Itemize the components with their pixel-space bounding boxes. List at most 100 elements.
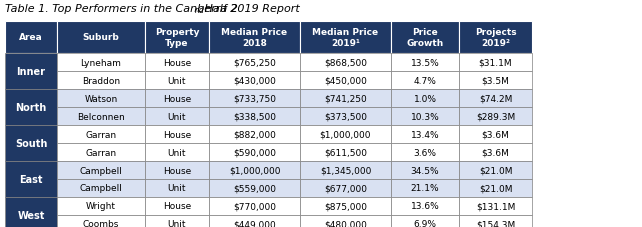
Text: $882,000: $882,000: [233, 130, 276, 139]
Text: $677,000: $677,000: [324, 184, 367, 193]
Bar: [391, 54, 459, 72]
Text: Projects
2019²: Projects 2019²: [474, 28, 516, 47]
Text: $21.0M: $21.0M: [479, 184, 512, 193]
Text: Unit: Unit: [168, 184, 186, 193]
Bar: [391, 143, 459, 161]
Text: Watson: Watson: [84, 94, 117, 103]
Bar: [391, 197, 459, 215]
Bar: [209, 72, 300, 90]
Bar: [391, 22, 459, 54]
Text: 1.0%: 1.0%: [413, 94, 437, 103]
Text: $770,000: $770,000: [233, 202, 276, 211]
Text: $430,000: $430,000: [233, 76, 276, 85]
Text: 6.9%: 6.9%: [413, 220, 437, 227]
Text: $154.3M: $154.3M: [476, 220, 515, 227]
Bar: [5, 126, 57, 161]
Text: East: East: [19, 174, 43, 184]
Bar: [209, 179, 300, 197]
Bar: [209, 22, 300, 54]
Bar: [459, 108, 532, 126]
Bar: [57, 108, 145, 126]
Text: 10.3%: 10.3%: [411, 112, 439, 121]
Bar: [300, 72, 391, 90]
Bar: [300, 215, 391, 227]
Bar: [145, 197, 209, 215]
Text: $31.1M: $31.1M: [479, 58, 512, 67]
Text: $875,000: $875,000: [324, 202, 367, 211]
Text: $611,500: $611,500: [324, 148, 367, 157]
Bar: [300, 126, 391, 143]
Bar: [391, 108, 459, 126]
Bar: [209, 215, 300, 227]
Bar: [459, 161, 532, 179]
Text: North: North: [15, 103, 47, 113]
Text: $3.5M: $3.5M: [482, 76, 510, 85]
Bar: [209, 126, 300, 143]
Text: $3.6M: $3.6M: [482, 130, 510, 139]
Text: Lyneham: Lyneham: [80, 58, 121, 67]
Text: $480,000: $480,000: [324, 220, 367, 227]
Text: Unit: Unit: [168, 220, 186, 227]
Text: Coombs: Coombs: [83, 220, 119, 227]
Bar: [459, 72, 532, 90]
Bar: [57, 126, 145, 143]
Bar: [145, 126, 209, 143]
Text: Price
Growth: Price Growth: [406, 28, 444, 47]
Text: Property
Type: Property Type: [155, 28, 199, 47]
Text: Campbell: Campbell: [80, 166, 123, 175]
Bar: [145, 161, 209, 179]
Bar: [5, 197, 57, 227]
Text: Median Price
2019¹: Median Price 2019¹: [313, 28, 379, 47]
Text: 4.7%: 4.7%: [413, 76, 437, 85]
Bar: [145, 215, 209, 227]
Bar: [209, 108, 300, 126]
Text: Unit: Unit: [168, 76, 186, 85]
Bar: [300, 108, 391, 126]
Bar: [459, 215, 532, 227]
Text: West: West: [17, 210, 45, 220]
Bar: [459, 143, 532, 161]
Text: nd: nd: [195, 6, 204, 15]
Text: Wright: Wright: [86, 202, 116, 211]
Text: $21.0M: $21.0M: [479, 166, 512, 175]
Text: $765,250: $765,250: [233, 58, 276, 67]
Bar: [391, 179, 459, 197]
Text: $868,500: $868,500: [324, 58, 367, 67]
Text: $1,345,000: $1,345,000: [320, 166, 371, 175]
Text: 13.5%: 13.5%: [411, 58, 439, 67]
Text: House: House: [163, 166, 191, 175]
Text: $449,000: $449,000: [233, 220, 276, 227]
Bar: [391, 126, 459, 143]
Text: 3.6%: 3.6%: [413, 148, 437, 157]
Bar: [5, 54, 57, 90]
Text: Suburb: Suburb: [83, 33, 119, 42]
Text: House: House: [163, 94, 191, 103]
Text: 13.4%: 13.4%: [411, 130, 439, 139]
Text: Half 2019 Report: Half 2019 Report: [201, 4, 300, 14]
Bar: [145, 179, 209, 197]
Bar: [57, 197, 145, 215]
Text: House: House: [163, 202, 191, 211]
Text: Campbell: Campbell: [80, 184, 123, 193]
Bar: [57, 143, 145, 161]
Text: $373,500: $373,500: [324, 112, 367, 121]
Text: Table 1. Top Performers in the Canberra 2: Table 1. Top Performers in the Canberra …: [5, 4, 238, 14]
Bar: [57, 215, 145, 227]
Bar: [5, 161, 57, 197]
Text: Median Price
2018: Median Price 2018: [221, 28, 288, 47]
Text: $1,000,000: $1,000,000: [229, 166, 281, 175]
Bar: [57, 54, 145, 72]
Text: $741,250: $741,250: [324, 94, 367, 103]
Bar: [300, 22, 391, 54]
Bar: [145, 54, 209, 72]
Bar: [5, 90, 57, 126]
Bar: [300, 197, 391, 215]
Bar: [209, 143, 300, 161]
Bar: [209, 197, 300, 215]
Bar: [145, 108, 209, 126]
Text: Belconnen: Belconnen: [77, 112, 125, 121]
Text: 34.5%: 34.5%: [411, 166, 439, 175]
Text: $450,000: $450,000: [324, 76, 367, 85]
Bar: [459, 179, 532, 197]
Text: $733,750: $733,750: [233, 94, 276, 103]
